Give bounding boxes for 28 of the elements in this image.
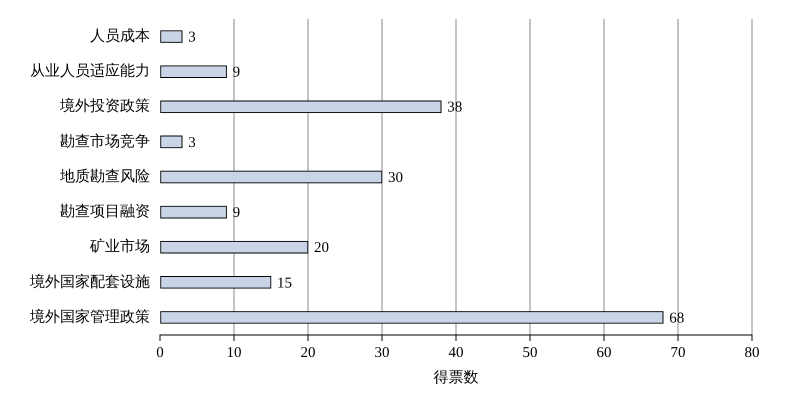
data-label: 3 (188, 29, 196, 46)
data-label: 38 (447, 100, 462, 116)
y-tick-label: 勘查项目融资 (60, 203, 150, 220)
data-label: 15 (277, 275, 292, 292)
x-tick-label: 30 (374, 344, 390, 361)
y-tick-label: 境外投资政策 (59, 98, 150, 115)
x-tick-label: 20 (300, 344, 316, 361)
y-tick-label: 矿业市场 (89, 238, 150, 256)
data-label: 3 (188, 134, 196, 151)
y-tick-label: 从业人员适应能力 (30, 62, 150, 80)
y-tick-label: 人员成本 (90, 27, 150, 44)
data-label: 68 (669, 310, 684, 326)
x-tick-label: 70 (670, 344, 686, 361)
x-tick-label: 80 (744, 344, 760, 361)
x-axis-title: 得票数 (434, 370, 478, 386)
data-label: 9 (232, 205, 240, 222)
data-label: 20 (314, 240, 329, 256)
data-label: 30 (388, 170, 403, 186)
y-tick-label: 勘查市场竞争 (60, 132, 150, 150)
y-tick-label: 境外国家配套设施 (29, 273, 150, 290)
x-tick-label: 10 (226, 344, 242, 361)
y-tick-label: 地质勘查风险 (59, 168, 150, 185)
data-label: 9 (232, 64, 240, 81)
x-tick-label: 0 (156, 344, 164, 361)
x-tick-label: 40 (448, 344, 464, 361)
y-tick-label: 境外国家管理政策 (29, 308, 150, 326)
x-tick-label: 60 (596, 344, 612, 361)
x-tick-label: 50 (522, 344, 538, 361)
